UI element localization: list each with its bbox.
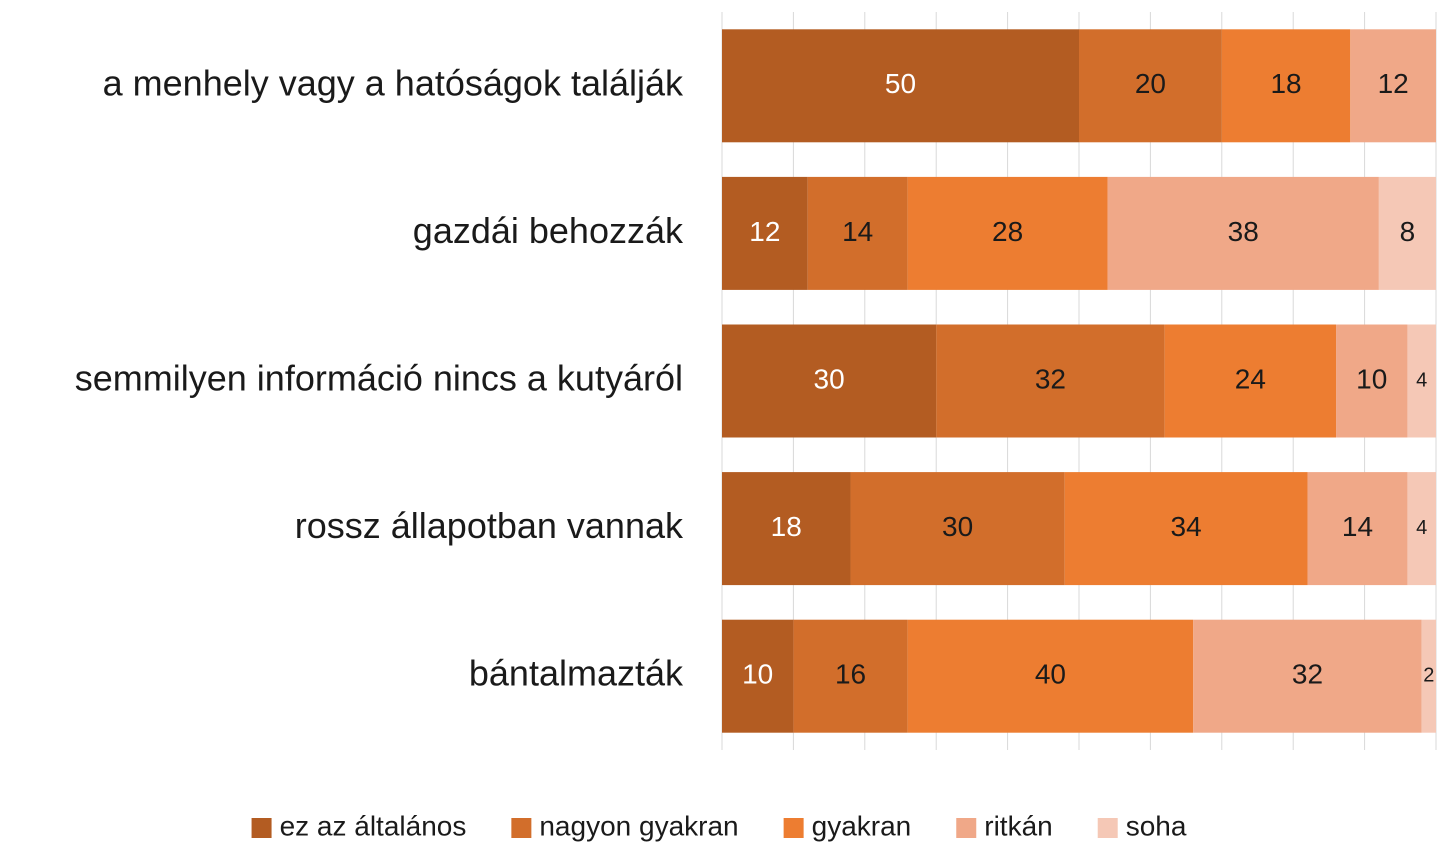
bar-segment — [722, 472, 851, 586]
value-label: 30 — [814, 363, 845, 394]
value-label: 50 — [885, 68, 916, 99]
category-label: semmilyen információ nincs a kutyáról — [75, 358, 683, 399]
bar-segment — [1164, 324, 1337, 438]
value-label: 12 — [1378, 68, 1409, 99]
value-label: 10 — [1356, 363, 1387, 394]
bar-segment — [907, 619, 1194, 733]
value-label: 10 — [742, 659, 773, 690]
bar-segment — [1378, 176, 1436, 290]
legend-label: soha — [1126, 810, 1187, 841]
value-label: 18 — [771, 511, 802, 542]
value-label: 32 — [1035, 363, 1066, 394]
bar-segment — [1079, 29, 1222, 143]
value-label: 34 — [1171, 511, 1202, 542]
legend-label: ritkán — [984, 810, 1052, 841]
bar-segment — [907, 176, 1108, 290]
bar-segment — [1193, 619, 1422, 733]
bar-segment — [1421, 619, 1436, 733]
category-label: gazdái behozzák — [413, 210, 684, 251]
bar-segment — [1336, 324, 1408, 438]
value-label: 24 — [1235, 363, 1266, 394]
bar-segment — [793, 619, 908, 733]
bar-segment — [1064, 472, 1308, 586]
value-label: 8 — [1400, 216, 1416, 247]
bar-segment — [1350, 29, 1436, 143]
bar-segment — [1407, 472, 1436, 586]
legend-label: nagyon gyakran — [539, 810, 738, 841]
value-label: 30 — [942, 511, 973, 542]
legend-label: ez az általános — [280, 810, 467, 841]
bar-segment — [722, 29, 1079, 143]
value-label: 28 — [992, 216, 1023, 247]
bar-segment — [722, 619, 794, 733]
value-label: 14 — [842, 216, 873, 247]
value-label: 38 — [1228, 216, 1259, 247]
category-label: a menhely vagy a hatóságok találják — [103, 62, 684, 103]
category-label: bántalmazták — [469, 653, 684, 694]
value-label: 2 — [1423, 664, 1434, 686]
bar-segment — [722, 324, 937, 438]
value-label: 18 — [1270, 68, 1301, 99]
legend-swatch — [956, 818, 977, 838]
bar-segment — [1407, 324, 1436, 438]
value-label: 20 — [1135, 68, 1166, 99]
bar-segment — [1221, 29, 1351, 143]
bar-segment — [807, 176, 908, 290]
bar-segment — [1307, 472, 1408, 586]
bar-segment — [722, 176, 808, 290]
legend-label: gyakran — [812, 810, 912, 841]
legend-swatch — [251, 818, 272, 838]
bar-segment — [1107, 176, 1379, 290]
value-label: 4 — [1416, 517, 1427, 539]
category-label: rossz állapotban vannak — [295, 505, 684, 546]
value-label: 12 — [749, 216, 780, 247]
legend-swatch — [783, 818, 804, 838]
bar-segment — [936, 324, 1165, 438]
bar-segment — [850, 472, 1065, 586]
value-label: 4 — [1416, 369, 1427, 391]
legend-swatch — [1097, 818, 1118, 838]
value-label: 16 — [835, 659, 866, 690]
value-label: 14 — [1342, 511, 1373, 542]
legend-swatch — [511, 818, 532, 838]
value-label: 40 — [1035, 659, 1066, 690]
value-label: 32 — [1292, 659, 1323, 690]
